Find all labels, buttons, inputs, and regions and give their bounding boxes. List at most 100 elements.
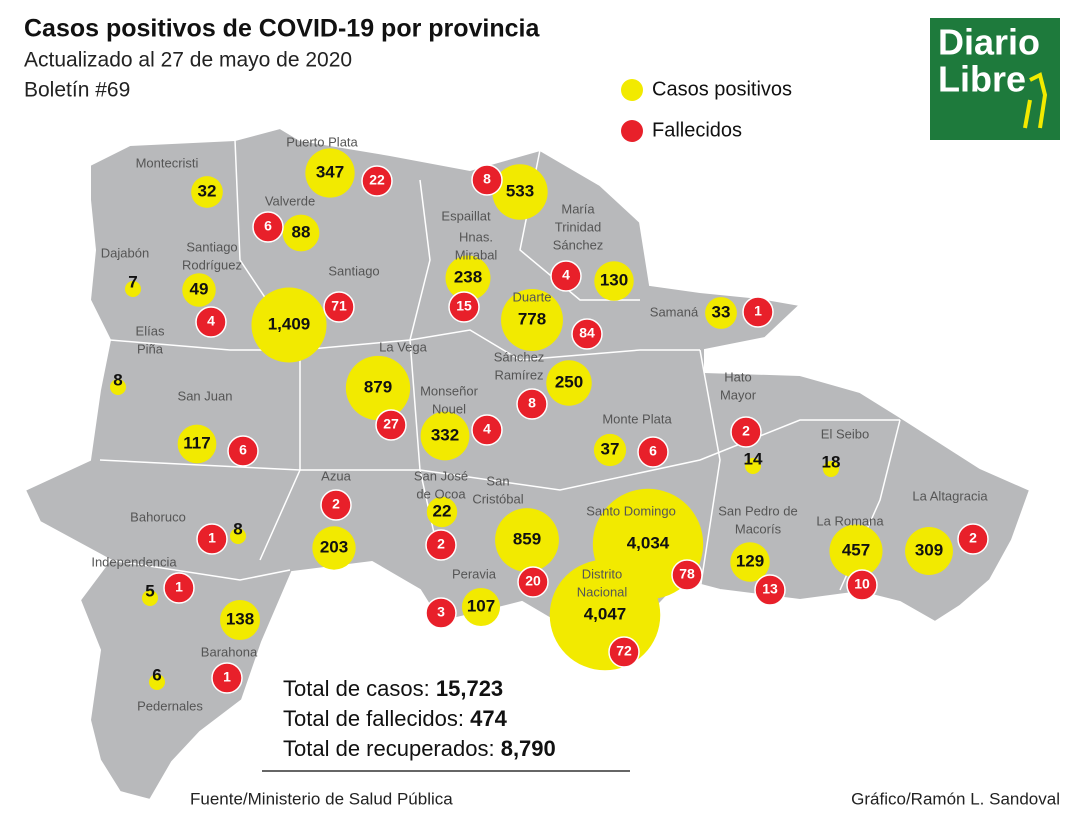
deaths-bubble bbox=[671, 559, 703, 591]
province-name: Nouel bbox=[432, 401, 466, 416]
deaths-label: 8 bbox=[483, 171, 491, 187]
total: Total de recuperados: 8,790 bbox=[283, 736, 556, 761]
deaths-bubble bbox=[471, 164, 503, 196]
cases-label: 4,034 bbox=[627, 533, 670, 552]
cases-label: 138 bbox=[226, 609, 254, 628]
province-name: Espaillat bbox=[441, 208, 491, 223]
deaths-label: 2 bbox=[742, 423, 750, 439]
deaths-bubble bbox=[320, 489, 352, 521]
province-name: Santiago bbox=[186, 239, 237, 254]
credit: Gráfico/Ramón L. Sandoval bbox=[851, 789, 1060, 808]
cases-label: 14 bbox=[744, 449, 763, 468]
deaths-label: 1 bbox=[223, 669, 231, 685]
cases-label: 457 bbox=[842, 540, 870, 559]
legend-swatch bbox=[621, 120, 643, 142]
province-name: Dajabón bbox=[101, 245, 149, 260]
total-label: Total de casos: bbox=[283, 676, 430, 701]
province-name: Independencia bbox=[91, 554, 177, 569]
cases-bubble bbox=[905, 527, 953, 575]
province-name: Hnas. bbox=[459, 229, 493, 244]
deaths-bubble bbox=[742, 296, 774, 328]
deaths-bubble bbox=[637, 436, 669, 468]
province-name: María bbox=[561, 201, 595, 216]
province-name: Monseñor bbox=[420, 383, 478, 398]
deaths-bubble bbox=[608, 636, 640, 668]
cases-label: 778 bbox=[518, 309, 546, 328]
deaths-label: 22 bbox=[369, 172, 385, 188]
deaths-label: 2 bbox=[332, 496, 340, 512]
province-name: de Ocoa bbox=[416, 486, 466, 501]
cases-label: 5 bbox=[145, 581, 154, 600]
province-name: Monte Plata bbox=[602, 411, 672, 426]
cases-label: 88 bbox=[292, 222, 311, 241]
province-name: Rodríguez bbox=[182, 257, 242, 272]
cases-bubble bbox=[345, 355, 411, 421]
bulletin: Boletín #69 bbox=[24, 79, 130, 102]
deaths-bubble bbox=[957, 523, 989, 555]
deaths-label: 4 bbox=[562, 267, 570, 283]
province-name: Peravia bbox=[452, 566, 497, 581]
deaths-label: 27 bbox=[383, 416, 399, 432]
cases-bubble bbox=[177, 424, 217, 464]
cases-bubble bbox=[282, 214, 320, 252]
subtitle: Actualizado al 27 de mayo de 2020 bbox=[24, 49, 352, 72]
deaths-bubble bbox=[425, 529, 457, 561]
deaths-label: 6 bbox=[264, 218, 272, 234]
cases-label: 6 bbox=[152, 665, 161, 684]
province-name: Cristóbal bbox=[472, 491, 523, 506]
deaths-label: 4 bbox=[483, 421, 491, 437]
deaths-bubble bbox=[163, 572, 195, 604]
province-name: Sánchez bbox=[553, 237, 604, 252]
cases-label: 250 bbox=[555, 372, 583, 391]
cases-label: 22 bbox=[433, 501, 452, 520]
cases-label: 33 bbox=[712, 302, 731, 321]
province-name: Trinidad bbox=[555, 219, 601, 234]
cases-bubble bbox=[125, 281, 141, 297]
province-name: San bbox=[486, 473, 509, 488]
deaths-label: 1 bbox=[754, 303, 762, 319]
cases-bubble bbox=[251, 287, 327, 363]
deaths-bubble bbox=[361, 165, 393, 197]
province-name: Duarte bbox=[512, 289, 551, 304]
province-name: Mirabal bbox=[455, 247, 498, 262]
logo-box bbox=[930, 18, 1060, 140]
deaths-bubble bbox=[754, 574, 786, 606]
province-name: Bahoruco bbox=[130, 509, 186, 524]
total: Total de casos: 15,723 bbox=[283, 676, 503, 701]
cases-label: 1,409 bbox=[268, 314, 311, 333]
cases-label: 49 bbox=[190, 279, 209, 298]
deaths-label: 13 bbox=[762, 581, 778, 597]
cases-bubble bbox=[829, 524, 883, 578]
province-name: San José bbox=[414, 468, 468, 483]
deaths-label: 6 bbox=[649, 443, 657, 459]
deaths-bubble bbox=[425, 597, 457, 629]
cases-bubble bbox=[445, 255, 491, 301]
deaths-label: 1 bbox=[208, 530, 216, 546]
deaths-bubble bbox=[375, 409, 407, 441]
province-name: Puerto Plata bbox=[286, 134, 358, 149]
deaths-label: 8 bbox=[528, 395, 536, 411]
cases-label: 18 bbox=[822, 452, 841, 471]
total-value: 8,790 bbox=[501, 736, 556, 761]
total-value: 474 bbox=[470, 706, 507, 731]
province-name: Piña bbox=[137, 341, 164, 356]
legend-label: Fallecidos bbox=[652, 119, 742, 141]
cases-bubble bbox=[149, 674, 165, 690]
cases-bubble bbox=[142, 590, 158, 606]
province-name: Macorís bbox=[735, 521, 782, 536]
cases-bubble bbox=[461, 587, 501, 627]
total: Total de fallecidos: 474 bbox=[283, 706, 508, 731]
province-name: Sánchez bbox=[494, 349, 545, 364]
deaths-label: 15 bbox=[456, 298, 472, 314]
province-name: Pedernales bbox=[137, 698, 203, 713]
cases-bubble bbox=[705, 297, 737, 329]
deaths-label: 78 bbox=[679, 566, 695, 582]
cases-bubble bbox=[495, 508, 559, 572]
deaths-bubble bbox=[252, 211, 284, 243]
province-name: Nacional bbox=[577, 584, 628, 599]
deaths-label: 1 bbox=[175, 579, 183, 595]
legend-swatch bbox=[621, 79, 643, 101]
province-name: La Altagracia bbox=[912, 488, 988, 503]
cases-label: 7 bbox=[128, 272, 137, 291]
cases-bubble bbox=[182, 273, 216, 307]
